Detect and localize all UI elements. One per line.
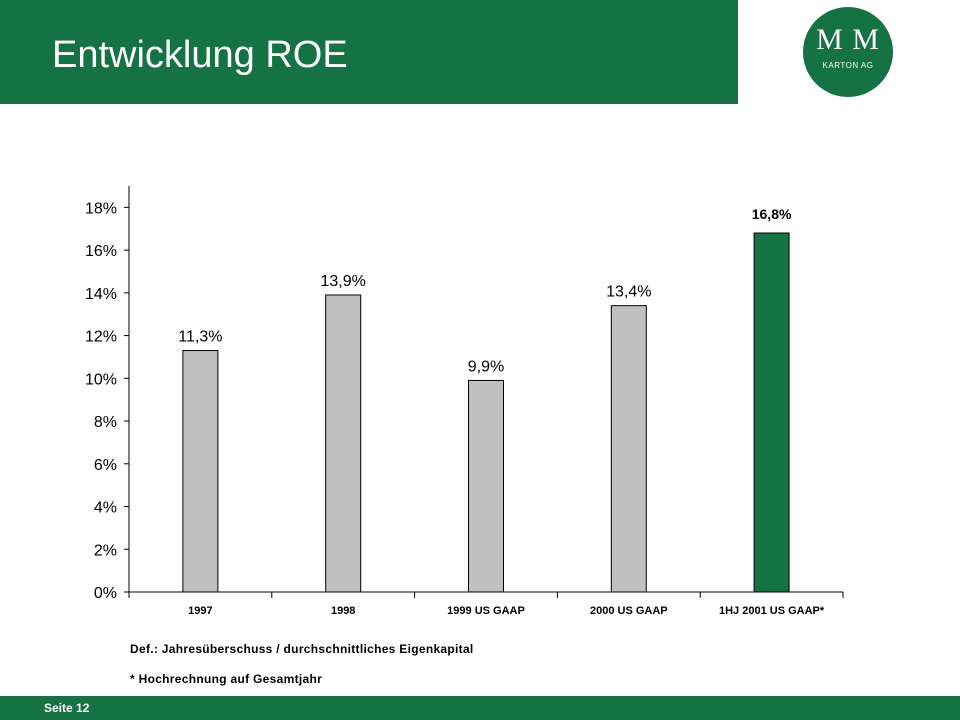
y-tick-label: 16% [85, 243, 117, 260]
bar-value-label: 13,4% [606, 284, 651, 301]
bar-value-label: 13,9% [321, 273, 366, 290]
logo-subtitle: KARTON AG [822, 61, 874, 70]
y-tick-label: 12% [85, 329, 117, 346]
x-tick-label: 1999 US GAAP [447, 605, 525, 617]
bar [468, 379, 504, 593]
y-tick-label: 8% [94, 414, 117, 431]
logo-initials: M M [816, 23, 880, 56]
y-tick-label: 0% [94, 585, 117, 602]
header-bar: Entwicklung ROE M M KARTON AG [0, 0, 960, 104]
page-title: Entwicklung ROE [52, 34, 348, 76]
bar-value-label: 16,8% [752, 206, 792, 222]
bar-value-label: 9,9% [468, 358, 504, 375]
footer-bar: Seite 12 [0, 696, 960, 720]
bar [610, 305, 647, 593]
bar [182, 350, 219, 593]
footnote: * Hochrechnung auf Gesamtjahr [130, 672, 323, 686]
y-tick-label: 2% [94, 542, 117, 559]
definition-note: Def.: Jahresüberschuss / durchschnittlic… [130, 642, 474, 656]
bar-value-label: 11,3% [178, 329, 222, 346]
x-tick-label: 2000 US GAAP [590, 605, 668, 617]
page-number: Seite 12 [44, 701, 90, 715]
bar [325, 294, 362, 593]
x-tick-label: 1998 [331, 605, 355, 617]
logo-panel: M M KARTON AG [738, 0, 960, 104]
x-tick-label: 1997 [188, 605, 212, 617]
company-logo: M M KARTON AG [803, 7, 893, 97]
bar [753, 232, 790, 593]
y-tick-label: 10% [85, 371, 117, 388]
x-tick-label: 1HJ 2001 US GAAP* [719, 605, 825, 617]
y-tick-label: 6% [94, 457, 117, 474]
y-tick-label: 18% [85, 200, 117, 217]
y-tick-label: 4% [94, 500, 117, 517]
y-tick-label: 14% [85, 286, 117, 303]
